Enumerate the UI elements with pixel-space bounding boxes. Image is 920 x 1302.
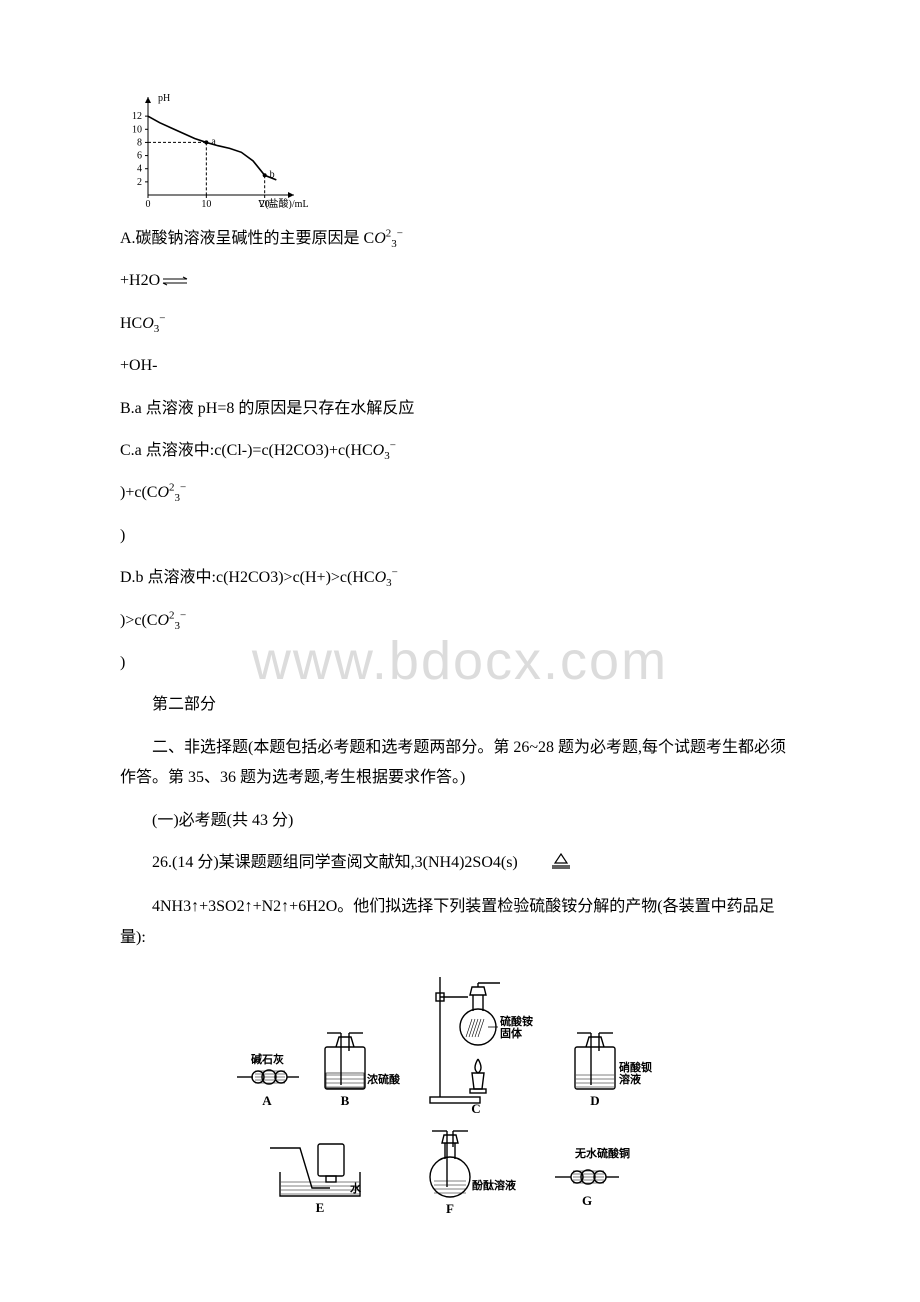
svg-text:G: G (582, 1193, 592, 1208)
svg-text:D: D (590, 1093, 599, 1108)
svg-text:0: 0 (146, 199, 151, 210)
option-d-o2: O (157, 612, 169, 629)
titration-chart: 2468101201020pHV(盐酸)/mLab (120, 90, 310, 210)
svg-text:B: B (341, 1093, 350, 1108)
q26-line1: 26.(14 分)某课题题组同学查阅文献知,3(NH4)2SO4(s) (120, 848, 800, 880)
svg-text:E: E (316, 1200, 325, 1215)
option-c-line3: ) (120, 521, 800, 551)
option-d-line3: ) (120, 648, 800, 678)
svg-text:C: C (471, 1101, 480, 1116)
option-a-line1: A.碳酸钠溶液呈碱性的主要原因是 CO23− (120, 224, 800, 254)
svg-text:溶液: 溶液 (619, 1072, 642, 1086)
svg-text:硝酸钡: 硝酸钡 (619, 1060, 652, 1074)
svg-text:2: 2 (137, 177, 142, 188)
option-a-minus1: − (397, 228, 403, 240)
section2-title: 第二部分 (120, 690, 800, 720)
option-a-prefix: A.碳酸钠溶液呈碱性的主要原因是 C (120, 230, 374, 247)
q26-prefix: 26.(14 分)某课题题组同学查阅文献知,3(NH4)2SO4(s) (152, 854, 518, 871)
section2-intro: 二、非选择题(本题包括必考题和选考题两部分。第 26~28 题为必考题,每个试题… (120, 733, 800, 794)
option-d-minus2: − (180, 609, 186, 621)
option-a-h2o: +H2O (120, 272, 160, 289)
svg-text:8: 8 (137, 137, 142, 148)
option-c-prefix: C.a 点溶液中:c(Cl-)=c(H2CO3)+c(HC (120, 442, 373, 459)
option-c-minus2: − (180, 482, 186, 494)
option-a-o: O (374, 230, 386, 247)
option-c-line2: )+c(CO23− (120, 478, 800, 508)
option-b: B.a 点溶液 pH=8 的原因是只存在水解反应 (120, 394, 800, 424)
option-c-o1: O (373, 442, 385, 459)
delta-icon (518, 850, 572, 880)
option-c-o2: O (157, 484, 169, 501)
svg-text:6: 6 (137, 151, 142, 162)
option-d-l2prefix: )>c(C (120, 612, 157, 629)
option-d-prefix: D.b 点溶液中:c(H2CO3)>c(H+)>c(HC (120, 569, 375, 586)
equilibrium-icon (160, 267, 190, 297)
option-c-sub1: 3 (384, 450, 390, 462)
svg-text:4: 4 (137, 164, 142, 175)
svg-text:V(盐酸)/mL: V(盐酸)/mL (258, 197, 309, 210)
option-d-o1: O (375, 569, 387, 586)
q26-line2: 4NH3↑+3SO2↑+N2↑+6H2O。他们拟选择下列装置检验硫酸铵分解的产物… (120, 892, 800, 953)
svg-text:10: 10 (132, 124, 142, 135)
option-a-minus2: − (159, 313, 165, 325)
option-a-line2: +H2O (120, 266, 800, 297)
option-c-minus1: − (390, 440, 396, 452)
required-label: (一)必考题(共 43 分) (120, 806, 800, 836)
svg-text:pH: pH (158, 93, 170, 104)
svg-text:10: 10 (201, 199, 211, 210)
option-d-line1: D.b 点溶液中:c(H2CO3)>c(H+)>c(HCO3− (120, 563, 800, 593)
svg-text:12: 12 (132, 111, 142, 122)
svg-text:无水硫酸铜: 无水硫酸铜 (574, 1146, 630, 1160)
apparatus-diagram: 碱石灰 A 浓硫酸 B 硫酸铵固体 C 硝酸钡溶液 D 水 E 酚酞溶液 F 无水硫酸铜 G (120, 967, 800, 1232)
svg-text:F: F (446, 1201, 454, 1216)
option-a-sub1: 3 (391, 238, 397, 250)
option-c-l2prefix: )+c(C (120, 484, 157, 501)
document-content: 2468101201020pHV(盐酸)/mLab A.碳酸钠溶液呈碱性的主要原… (120, 90, 800, 1232)
svg-text:A: A (262, 1093, 272, 1108)
option-d-minus1: − (392, 567, 398, 579)
svg-text:b: b (270, 169, 275, 180)
svg-text:a: a (211, 136, 216, 147)
option-a-line3: HCO3− (120, 309, 800, 339)
option-a-hc: HC (120, 315, 142, 332)
svg-text:浓硫酸: 浓硫酸 (367, 1072, 401, 1086)
option-a-line4: +OH- (120, 351, 800, 381)
svg-text:固体: 固体 (500, 1026, 523, 1040)
svg-text:碱石灰: 碱石灰 (251, 1052, 284, 1066)
option-d-sub1: 3 (386, 577, 392, 589)
svg-text:硫酸铵: 硫酸铵 (500, 1014, 533, 1028)
option-a-o2: O (142, 315, 154, 332)
option-d-line2: )>c(CO23− (120, 606, 800, 636)
option-c-line1: C.a 点溶液中:c(Cl-)=c(H2CO3)+c(HCO3− (120, 436, 800, 466)
option-c-sub2: 3 (175, 493, 181, 505)
option-d-sub2: 3 (175, 620, 181, 632)
svg-text:酚酞溶液: 酚酞溶液 (472, 1178, 517, 1192)
svg-text:水: 水 (350, 1181, 362, 1195)
